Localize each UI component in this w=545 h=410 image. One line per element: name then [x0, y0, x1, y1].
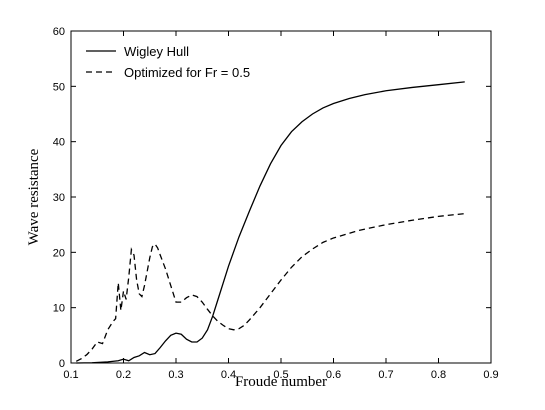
- x-axis-title: Froude number: [235, 374, 327, 390]
- legend-label-optimized: Optimized for Fr = 0.5: [124, 65, 250, 80]
- x-tick-label: 0.1: [63, 369, 78, 381]
- y-tick-label: 20: [53, 247, 65, 259]
- y-tick-label: 30: [53, 192, 65, 204]
- x-tick-label: 0.8: [431, 369, 446, 381]
- x-tick-label: 0.5: [273, 369, 288, 381]
- y-tick-label: 50: [53, 81, 65, 93]
- y-tick-label: 0: [59, 358, 65, 370]
- axis-ticks: 0.1 0.2 0.3 0.4 0.5 0.6 0.7 0.8 0.9 0 10 20 30 40 50 60: [53, 26, 499, 381]
- x-tick-label: 0.4: [221, 369, 236, 381]
- y-tick-label: 40: [53, 137, 65, 149]
- series-layer: [75, 81, 465, 364]
- y-tick-label: 60: [53, 26, 65, 38]
- x-tick-label: 0.3: [168, 369, 183, 381]
- x-tick-label: 0.7: [378, 369, 393, 381]
- y-tick-label: 10: [53, 303, 65, 315]
- legend: Wigley Hull Optimized for Fr = 0.5: [86, 44, 250, 80]
- x-tick-label: 0.9: [483, 369, 498, 381]
- series-line-wigley-hull: [76, 81, 465, 364]
- x-tick-label: 0.2: [116, 369, 131, 381]
- series-line-optimized: [75, 212, 465, 362]
- x-tick-label: 0.6: [326, 369, 341, 381]
- plot-frame: [70, 30, 492, 364]
- y-axis-title: Wave resistance: [26, 148, 42, 245]
- legend-label-wigley-hull: Wigley Hull: [124, 44, 189, 59]
